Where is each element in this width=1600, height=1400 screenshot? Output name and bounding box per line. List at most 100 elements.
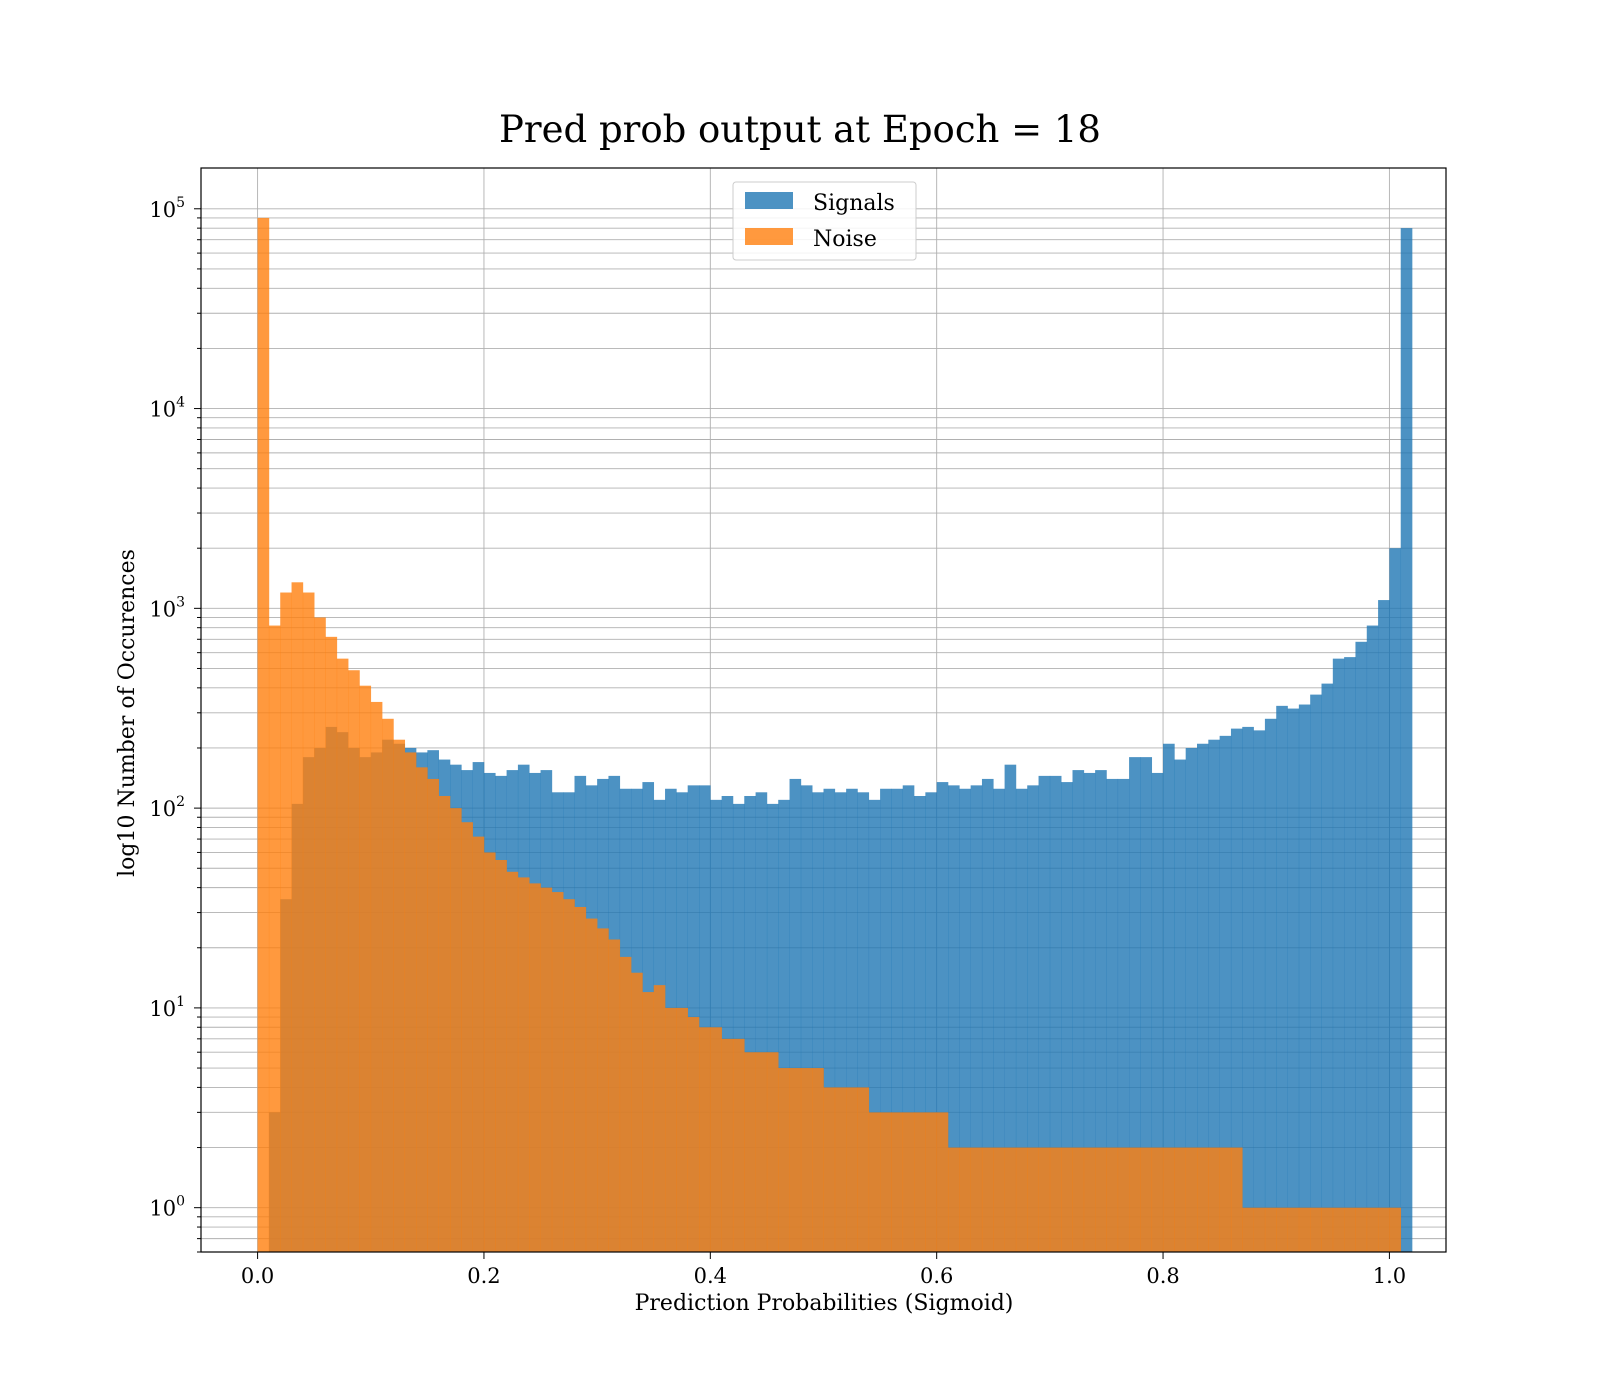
y-tick-label: 100 (149, 1194, 185, 1221)
y-tick-base: 10 (149, 398, 176, 422)
noise-bar (472, 836, 485, 1252)
noise-bar (800, 1068, 813, 1252)
y-tick-label: 102 (149, 794, 185, 821)
noise-bar (1310, 1207, 1322, 1252)
signals-bar (1095, 770, 1107, 1252)
noise-bar (902, 1112, 915, 1252)
noise-bar (891, 1112, 904, 1252)
signals-bar (1310, 694, 1322, 1252)
noise-bar (461, 822, 473, 1252)
noise-bar (291, 582, 304, 1252)
signals-bar (891, 788, 904, 1252)
noise-bar (653, 985, 666, 1252)
noise-bar (370, 701, 383, 1252)
noise-bar (914, 1112, 926, 1252)
noise-bar (404, 752, 417, 1252)
x-tick-label: 0.2 (467, 1264, 500, 1288)
signals-bar (800, 785, 813, 1252)
noise-bar (1061, 1147, 1073, 1252)
signals-bar (981, 778, 994, 1252)
signals-bar (902, 785, 915, 1252)
signals-bar (846, 788, 858, 1252)
noise-bar (1038, 1147, 1051, 1252)
noise-bar (416, 767, 428, 1252)
signals-bar (925, 792, 937, 1252)
noise-bar (393, 739, 406, 1252)
y-tick-label: 103 (149, 594, 185, 621)
signals-bar (857, 792, 870, 1252)
noise-bar (993, 1147, 1005, 1252)
noise-bar (551, 892, 564, 1252)
noise-bar (1389, 1207, 1402, 1252)
signals-bar (823, 788, 836, 1252)
legend-label-signals: Signals (813, 191, 895, 216)
signals-bar (1129, 757, 1141, 1252)
y-tick-base: 10 (149, 1197, 176, 1221)
signals-bar (1151, 772, 1164, 1252)
signals-bar (1276, 705, 1288, 1252)
signals-bar (1197, 743, 1209, 1252)
signals-bar (1140, 757, 1153, 1252)
noise-bar (755, 1052, 768, 1252)
signals-bar (970, 785, 983, 1252)
noise-bar (823, 1087, 836, 1252)
noise-bar (1321, 1207, 1334, 1252)
signals-bar (1253, 730, 1266, 1252)
signals-bar (993, 788, 1005, 1252)
signals-bar (1038, 775, 1051, 1252)
noise-bar (721, 1038, 734, 1252)
signals-bar (1106, 778, 1119, 1252)
signals-bar (1366, 625, 1379, 1252)
y-tick-base: 10 (149, 198, 176, 222)
signals-bar (1321, 683, 1334, 1252)
noise-bar (1287, 1207, 1300, 1252)
noise-bar (1174, 1147, 1186, 1252)
noise-bar (778, 1068, 790, 1252)
signals-bar (755, 792, 768, 1252)
noise-bar (348, 670, 360, 1252)
y-tick-base: 10 (149, 797, 176, 821)
signals-bar (1242, 726, 1254, 1252)
x-tick-label: 0.0 (241, 1264, 274, 1288)
chart-title: Pred prob output at Epoch = 18 (499, 108, 1101, 151)
signals-bar (1174, 759, 1186, 1252)
x-tick-label: 0.6 (920, 1264, 953, 1288)
y-tick-label: 101 (149, 994, 185, 1021)
noise-bar (1264, 1207, 1277, 1252)
y-tick-label: 104 (149, 395, 185, 422)
noise-bar (1253, 1207, 1266, 1252)
noise-bar (1366, 1207, 1379, 1252)
signals-bar (1332, 658, 1345, 1252)
noise-bar (1072, 1147, 1085, 1252)
noise-bar (563, 899, 575, 1252)
noise-bar (676, 1007, 688, 1252)
noise-bar (1117, 1147, 1130, 1252)
signals-bar (1208, 739, 1220, 1252)
noise-bar (483, 852, 496, 1252)
signals-bar (744, 795, 756, 1252)
noise-bar (1140, 1147, 1153, 1252)
signals-bar (1298, 704, 1311, 1252)
noise-bar (687, 1017, 700, 1252)
signals-bar (732, 803, 745, 1252)
noise-bar (1129, 1147, 1141, 1252)
noise-bar (314, 617, 326, 1252)
y-axis-label: log10 Number of Occurences (115, 549, 140, 877)
x-tick-label: 0.8 (1146, 1264, 1179, 1288)
noise-bar (280, 592, 292, 1252)
signals-bar (1049, 775, 1062, 1252)
signals-bar (1117, 778, 1130, 1252)
signals-bar (834, 792, 847, 1252)
noise-bar (970, 1147, 983, 1252)
noise-bar (608, 939, 621, 1252)
y-tick-exponent: 3 (176, 594, 185, 610)
y-tick-base: 10 (149, 997, 176, 1021)
noise-bar (1049, 1147, 1062, 1252)
noise-bar (880, 1112, 892, 1252)
y-tick-exponent: 5 (176, 195, 185, 211)
noise-bar (1106, 1147, 1119, 1252)
y-tick-exponent: 4 (176, 395, 185, 411)
signals-bar (1061, 782, 1073, 1252)
signals-bar (868, 799, 881, 1252)
noise-bar (1344, 1207, 1356, 1252)
